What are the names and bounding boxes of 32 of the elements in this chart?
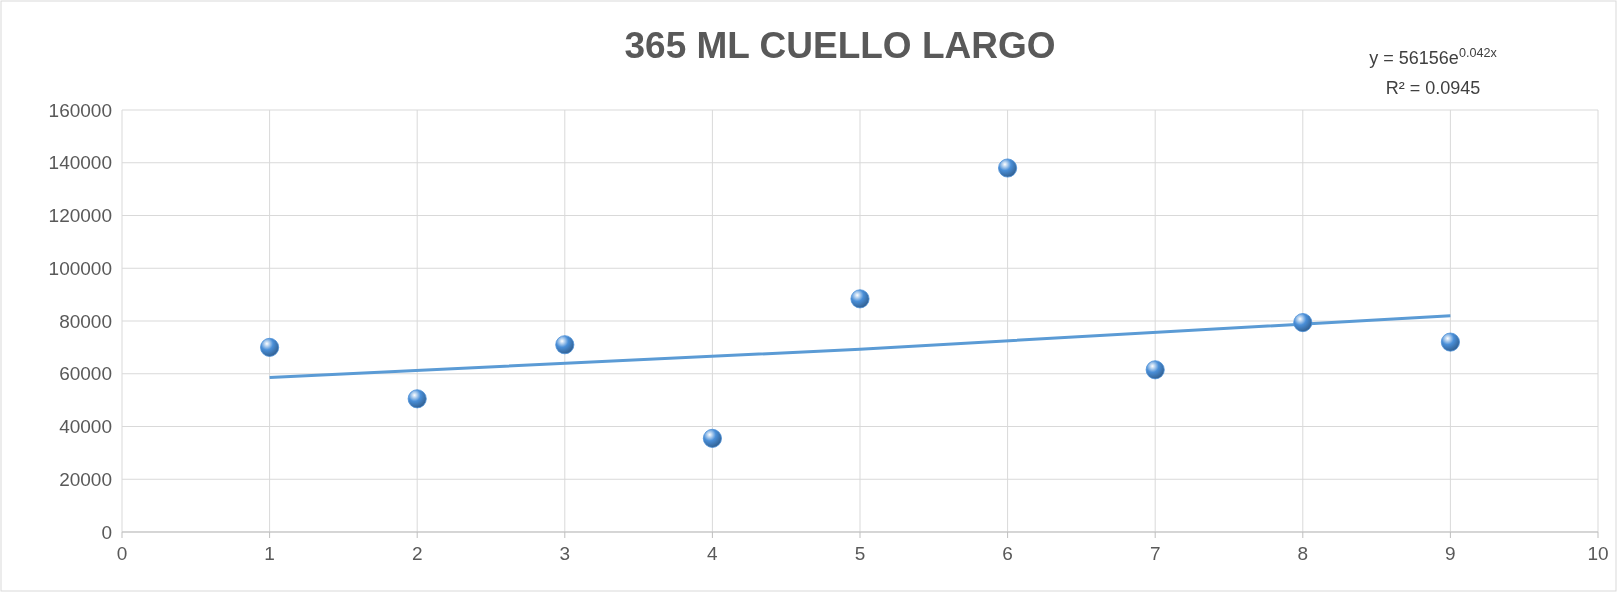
x-tick-label: 7: [1149, 543, 1161, 564]
y-tick-label: 60000: [59, 363, 112, 385]
point: [407, 389, 427, 409]
point: [1440, 332, 1460, 352]
point: [998, 158, 1018, 178]
x-tick-label: 1: [264, 543, 275, 564]
x-tick-label: 8: [1297, 543, 1309, 564]
point: [260, 337, 280, 357]
point: [850, 289, 870, 309]
x-tick-label: 6: [1002, 543, 1013, 564]
y-tick-label: 0: [101, 521, 112, 543]
point: [702, 428, 722, 448]
x-tick-label: 0: [116, 543, 128, 564]
y-tick-label: 120000: [48, 205, 112, 227]
x-tick-label: 5: [854, 543, 866, 564]
x-tick-label: 4: [707, 543, 719, 564]
text: R² = 0.0945: [1385, 78, 1481, 98]
y-tick-label: 20000: [59, 468, 112, 490]
y-tick-label: 40000: [59, 416, 112, 438]
x-tick-label: 10: [1587, 543, 1609, 564]
point: [1293, 313, 1313, 333]
y-tick-label: 140000: [48, 152, 112, 174]
text: y = 56156e$^{0.042x}$: [1369, 46, 1498, 68]
x-tick-label: 2: [411, 543, 423, 564]
x-tick-label: 9: [1445, 543, 1456, 564]
y-tick-label: 100000: [48, 257, 112, 279]
y-tick-label: 80000: [59, 310, 112, 332]
point: [555, 335, 575, 355]
x-tick-label: 3: [559, 543, 571, 564]
chart-title: 365 ML CUELLO LARGO: [624, 25, 1056, 66]
y-tick-label: 160000: [48, 99, 112, 121]
point: [1145, 360, 1165, 380]
